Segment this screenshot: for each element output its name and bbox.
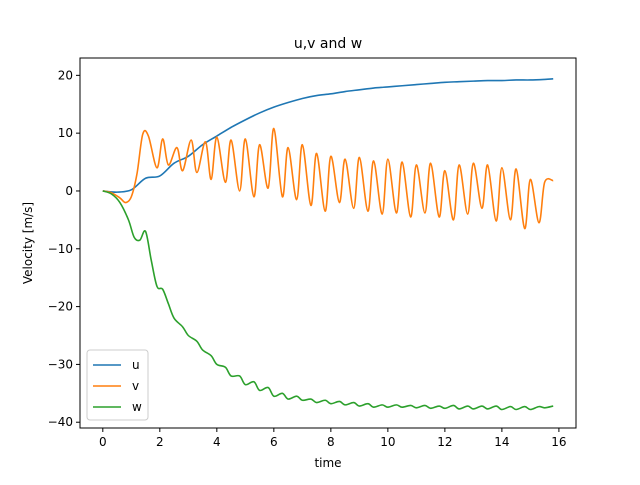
legend-label-u: u: [132, 358, 140, 372]
chart-title: u,v and w: [294, 36, 362, 52]
axes-frame: [79, 57, 577, 429]
x-tick-label: 6: [270, 435, 278, 449]
x-tick-label: 0: [99, 435, 107, 449]
y-tick-label: −10: [48, 242, 73, 256]
series-line-v: [102, 127, 554, 230]
x-tick-label: 2: [156, 435, 164, 449]
y-tick-label: 20: [58, 68, 73, 82]
x-tick-label: 4: [213, 435, 221, 449]
y-tick-label: 10: [58, 126, 73, 140]
x-tick-label: 12: [437, 435, 452, 449]
legend-label-v: v: [132, 379, 139, 393]
y-tick-label: −20: [48, 300, 73, 314]
legend-label-w: w: [132, 400, 142, 414]
y-axis-label: Velocity [m/s]: [21, 202, 35, 284]
x-tick-label: 16: [551, 435, 566, 449]
x-tick-label: 10: [380, 435, 395, 449]
x-tick-label: 14: [494, 435, 509, 449]
y-tick-label: 0: [65, 184, 73, 198]
x-tick-label: 8: [327, 435, 335, 449]
series-line-w: [102, 190, 554, 411]
legend: uvw: [86, 349, 149, 421]
y-tick-label: −40: [48, 415, 73, 429]
legend-box: [86, 349, 149, 421]
x-axis-label: time: [314, 456, 341, 470]
series-line-u: [102, 78, 554, 193]
plot-area: [102, 78, 554, 411]
y-tick-label: −30: [48, 357, 73, 371]
